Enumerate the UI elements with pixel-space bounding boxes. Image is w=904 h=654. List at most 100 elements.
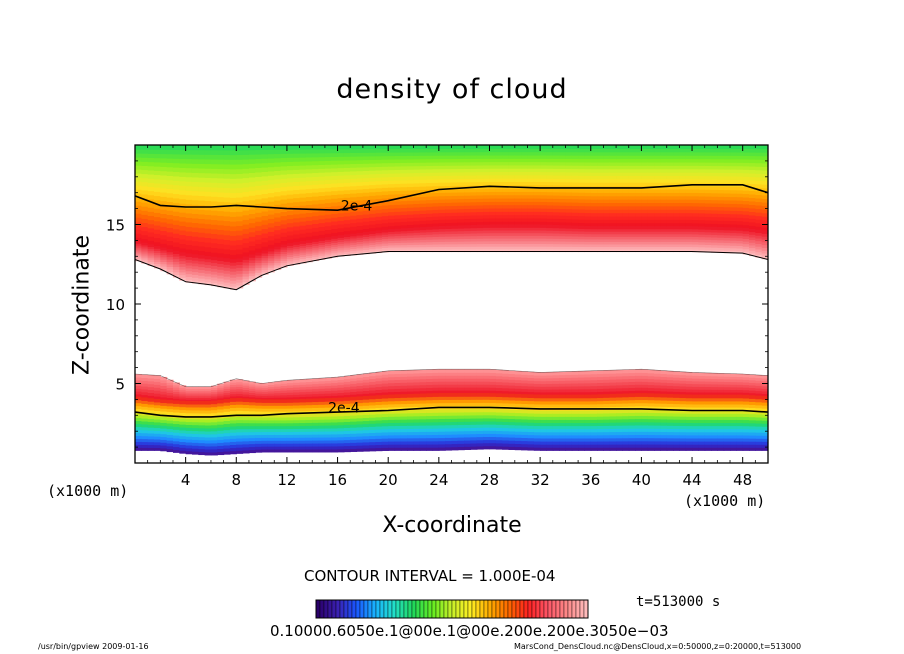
upper-layer-cell	[660, 175, 668, 180]
upper-layer-cell	[223, 163, 231, 170]
upper-layer-cell	[229, 154, 237, 160]
lower-layer-cell	[210, 427, 218, 432]
upper-layer-cell	[375, 234, 383, 238]
upper-layer-cell	[305, 220, 313, 225]
upper-layer-cell	[400, 162, 408, 167]
lower-layer-cell	[204, 421, 212, 426]
upper-layer-cell	[248, 236, 256, 242]
upper-layer-cell	[438, 145, 446, 149]
upper-layer-cell	[185, 270, 193, 275]
upper-layer-cell	[299, 181, 307, 186]
upper-layer-cell	[204, 209, 212, 215]
lower-layer-cell	[337, 415, 345, 420]
upper-layer-cell	[647, 212, 655, 217]
lower-layer-cell	[628, 381, 636, 385]
upper-layer-cell	[299, 245, 307, 249]
upper-layer-cell	[172, 158, 180, 164]
upper-layer-cell	[337, 193, 345, 199]
lower-layer-cell	[261, 383, 269, 386]
upper-layer-cell	[135, 169, 142, 174]
lower-layer-cell	[261, 422, 269, 427]
lower-layer-cell	[350, 430, 358, 434]
upper-layer-cell	[654, 231, 661, 235]
lower-layer-cell	[565, 391, 573, 396]
upper-layer-cell	[571, 168, 579, 173]
lower-layer-cell	[438, 431, 446, 435]
upper-layer-cell	[172, 162, 180, 168]
upper-layer-cell	[565, 243, 573, 247]
upper-layer-cell	[470, 174, 478, 179]
lower-layer-cell	[654, 421, 661, 426]
upper-layer-cell	[274, 191, 282, 197]
upper-layer-cell	[533, 164, 541, 169]
upper-layer-cell	[356, 188, 364, 194]
lower-layer-cell	[628, 409, 636, 413]
lower-layer-cell	[400, 422, 408, 426]
lower-layer-cell	[280, 390, 288, 393]
upper-layer-cell	[242, 214, 250, 220]
upper-layer-cell	[590, 212, 598, 217]
upper-layer-cell	[552, 230, 560, 234]
lower-layer-cell	[654, 443, 661, 448]
lower-layer-cell	[356, 417, 364, 422]
lower-layer-cell	[204, 448, 212, 453]
upper-layer-cell	[172, 261, 180, 265]
lower-layer-cell	[578, 379, 586, 384]
lower-layer-cell	[261, 446, 269, 450]
upper-layer-cell	[489, 229, 497, 234]
upper-layer-cell	[578, 148, 586, 153]
upper-layer-cell	[204, 218, 212, 225]
lower-layer-cell	[413, 437, 421, 442]
lower-layer-cell	[293, 437, 301, 441]
lower-layer-cell	[172, 443, 180, 448]
lower-layer-cell	[191, 433, 199, 437]
lower-layer-cell	[280, 408, 288, 412]
lower-layer-cell	[210, 436, 218, 441]
upper-layer-cell	[609, 215, 617, 220]
upper-layer-cell	[236, 178, 244, 184]
upper-layer-cell	[242, 256, 250, 260]
upper-layer-cell	[318, 179, 326, 185]
lower-layer-cell	[432, 396, 440, 401]
upper-layer-cell	[514, 194, 522, 199]
lower-layer-cell	[438, 381, 446, 385]
upper-layer-cell	[635, 241, 642, 245]
upper-layer-cell	[578, 228, 586, 232]
upper-layer-cell	[375, 148, 383, 153]
lower-layer-cell	[255, 434, 263, 438]
upper-layer-cell	[559, 171, 567, 176]
upper-layer-cell	[413, 155, 421, 160]
lower-layer-cell	[286, 443, 294, 447]
upper-layer-cell	[293, 205, 301, 211]
lower-layer-cell	[565, 441, 573, 445]
lower-layer-cell	[578, 437, 586, 442]
upper-layer-cell	[185, 230, 193, 237]
upper-layer-cell	[381, 176, 389, 181]
lower-layer-cell	[489, 384, 497, 388]
upper-layer-cell	[362, 184, 370, 190]
lower-layer-cell	[413, 425, 421, 429]
upper-layer-cell	[622, 192, 630, 197]
upper-layer-cell	[293, 153, 301, 158]
upper-layer-cell	[584, 175, 592, 180]
lower-layer-cell	[210, 430, 218, 435]
upper-layer-cell	[394, 162, 402, 167]
upper-layer-cell	[609, 175, 617, 180]
upper-layer-cell	[381, 234, 389, 237]
lower-layer-cell	[400, 409, 408, 414]
upper-layer-cell	[318, 248, 326, 252]
upper-layer-cell	[597, 182, 605, 187]
upper-layer-cell	[299, 213, 307, 218]
lower-layer-cell	[654, 409, 661, 414]
upper-layer-cell	[305, 216, 313, 221]
upper-layer-cell	[616, 155, 624, 160]
upper-layer-cell	[470, 204, 478, 209]
upper-layer-cell	[565, 228, 573, 232]
upper-layer-cell	[141, 177, 149, 183]
lower-layer-cell	[362, 423, 370, 428]
lower-layer-cell	[337, 406, 345, 411]
lower-layer-cell	[255, 389, 263, 392]
upper-layer-cell	[438, 185, 446, 190]
lower-layer-cell	[457, 415, 465, 419]
lower-layer-cell	[502, 446, 510, 450]
